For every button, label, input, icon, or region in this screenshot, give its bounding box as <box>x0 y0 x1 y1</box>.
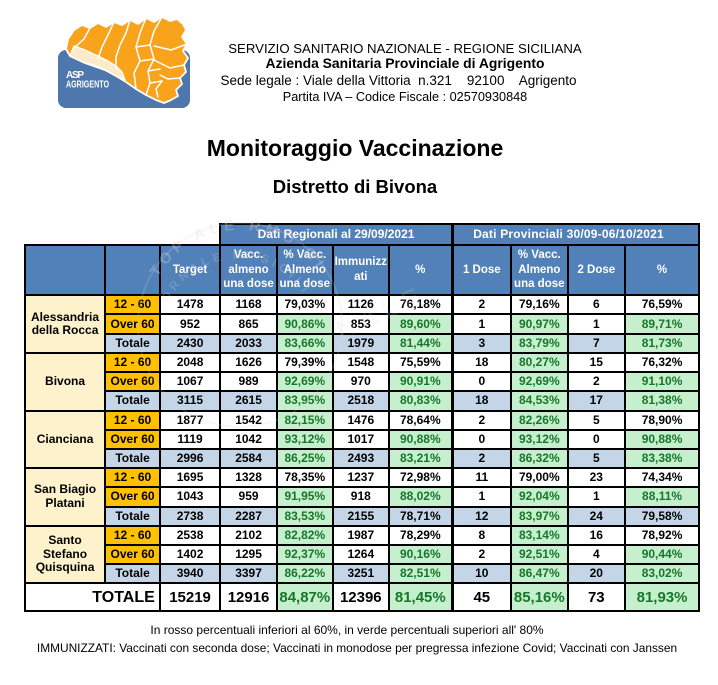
svg-text:AGRIGENTO: AGRIGENTO <box>66 80 109 91</box>
svg-text:ASP: ASP <box>66 70 84 81</box>
